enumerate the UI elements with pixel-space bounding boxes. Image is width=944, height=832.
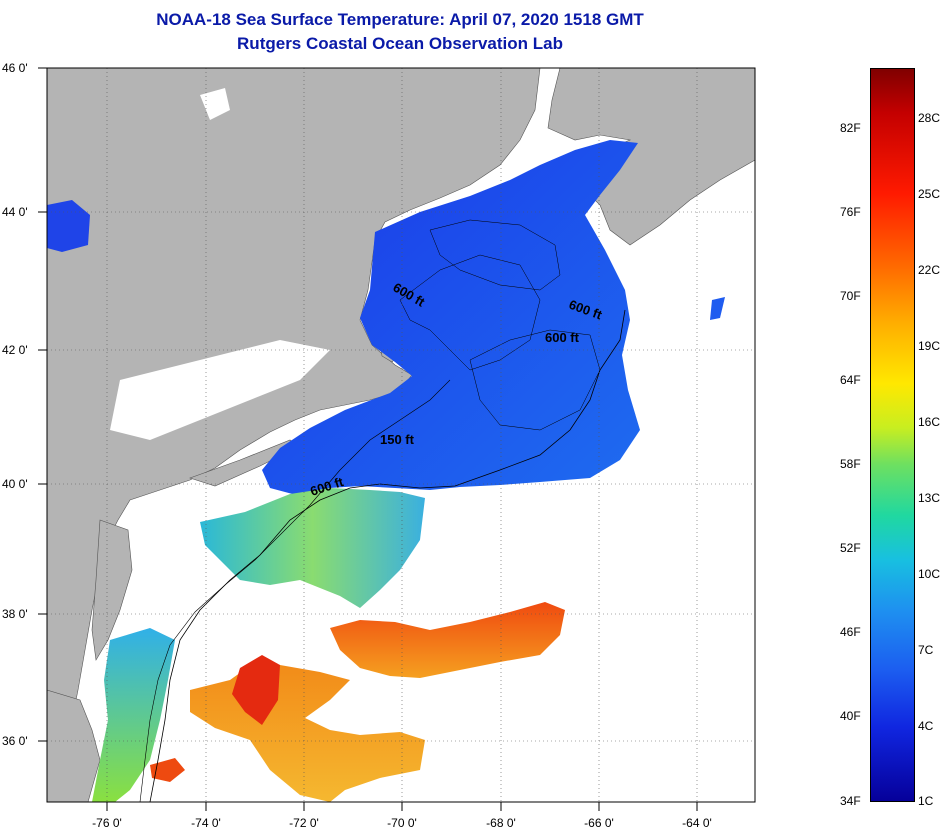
lon-label: -66 0' — [584, 816, 614, 830]
sst-shelf-region — [200, 488, 425, 608]
sst-gulf-stream — [330, 602, 565, 678]
sst-cold-lake — [47, 200, 90, 252]
legend-f-label: 34F — [840, 794, 861, 808]
lat-label: 36 0' — [2, 734, 28, 748]
legend-c-label: 19C — [918, 339, 941, 353]
sst-red-core — [232, 655, 280, 725]
sst-coastal-south — [92, 628, 175, 802]
axis-ticks — [38, 67, 698, 811]
lat-label: 44 0' — [2, 205, 28, 219]
lon-label: -74 0' — [191, 816, 221, 830]
legend-c-label: 22C — [918, 263, 941, 277]
legend-f-label: 70F — [840, 289, 861, 303]
legend-c-label: 1C — [918, 794, 934, 808]
map-subtitle: Rutgers Coastal Ocean Observation Lab — [237, 34, 563, 53]
legend-c-label: 4C — [918, 719, 934, 733]
lon-label: -64 0' — [682, 816, 712, 830]
contour-basin — [429, 219, 561, 291]
legend-c-label: 25C — [918, 187, 941, 201]
lat-label: 46 0' — [2, 61, 28, 75]
contour-600ft-shelf — [149, 309, 626, 802]
lon-label: -70 0' — [387, 816, 417, 830]
legend-c-label: 28C — [918, 111, 941, 125]
lon-label: -76 0' — [92, 816, 122, 830]
land-delmarva — [91, 519, 133, 661]
sst-hatteras-warm — [150, 758, 185, 782]
legend-f-label: 58F — [840, 457, 861, 471]
legend-f-label: 64F — [840, 373, 861, 387]
contour-150ft-shelf — [139, 379, 451, 802]
map-title: NOAA-18 Sea Surface Temperature: April 0… — [156, 10, 644, 29]
temperature-colorbar — [870, 68, 915, 802]
lon-label: -72 0' — [289, 816, 319, 830]
contour-label: 150 ft — [380, 432, 415, 447]
legend-f-label: 52F — [840, 541, 861, 555]
lat-label: 40 0' — [2, 477, 28, 491]
legend-f-label: 40F — [840, 709, 861, 723]
land-mainland — [47, 68, 541, 802]
lat-label: 42 0' — [2, 343, 28, 357]
contour-georges — [469, 329, 601, 431]
legend-c-label: 7C — [918, 643, 934, 657]
cloud-over-land — [110, 340, 330, 440]
contour-label: 600 ft — [545, 330, 580, 345]
legend-c-label: 10C — [918, 567, 941, 581]
legend-c-label: 16C — [918, 415, 941, 429]
legend-f-label: 46F — [840, 625, 861, 639]
lat-label: 38 0' — [2, 607, 28, 621]
legend-f-label: 76F — [840, 205, 861, 219]
plot-frame — [46, 67, 756, 803]
sst-cold-region — [262, 140, 640, 496]
lake-patch — [200, 88, 230, 120]
legend-f-label: 82F — [840, 121, 861, 135]
lon-label: -68 0' — [486, 816, 516, 830]
sst-cold-small — [710, 297, 725, 320]
legend-c-label: 13C — [918, 491, 941, 505]
